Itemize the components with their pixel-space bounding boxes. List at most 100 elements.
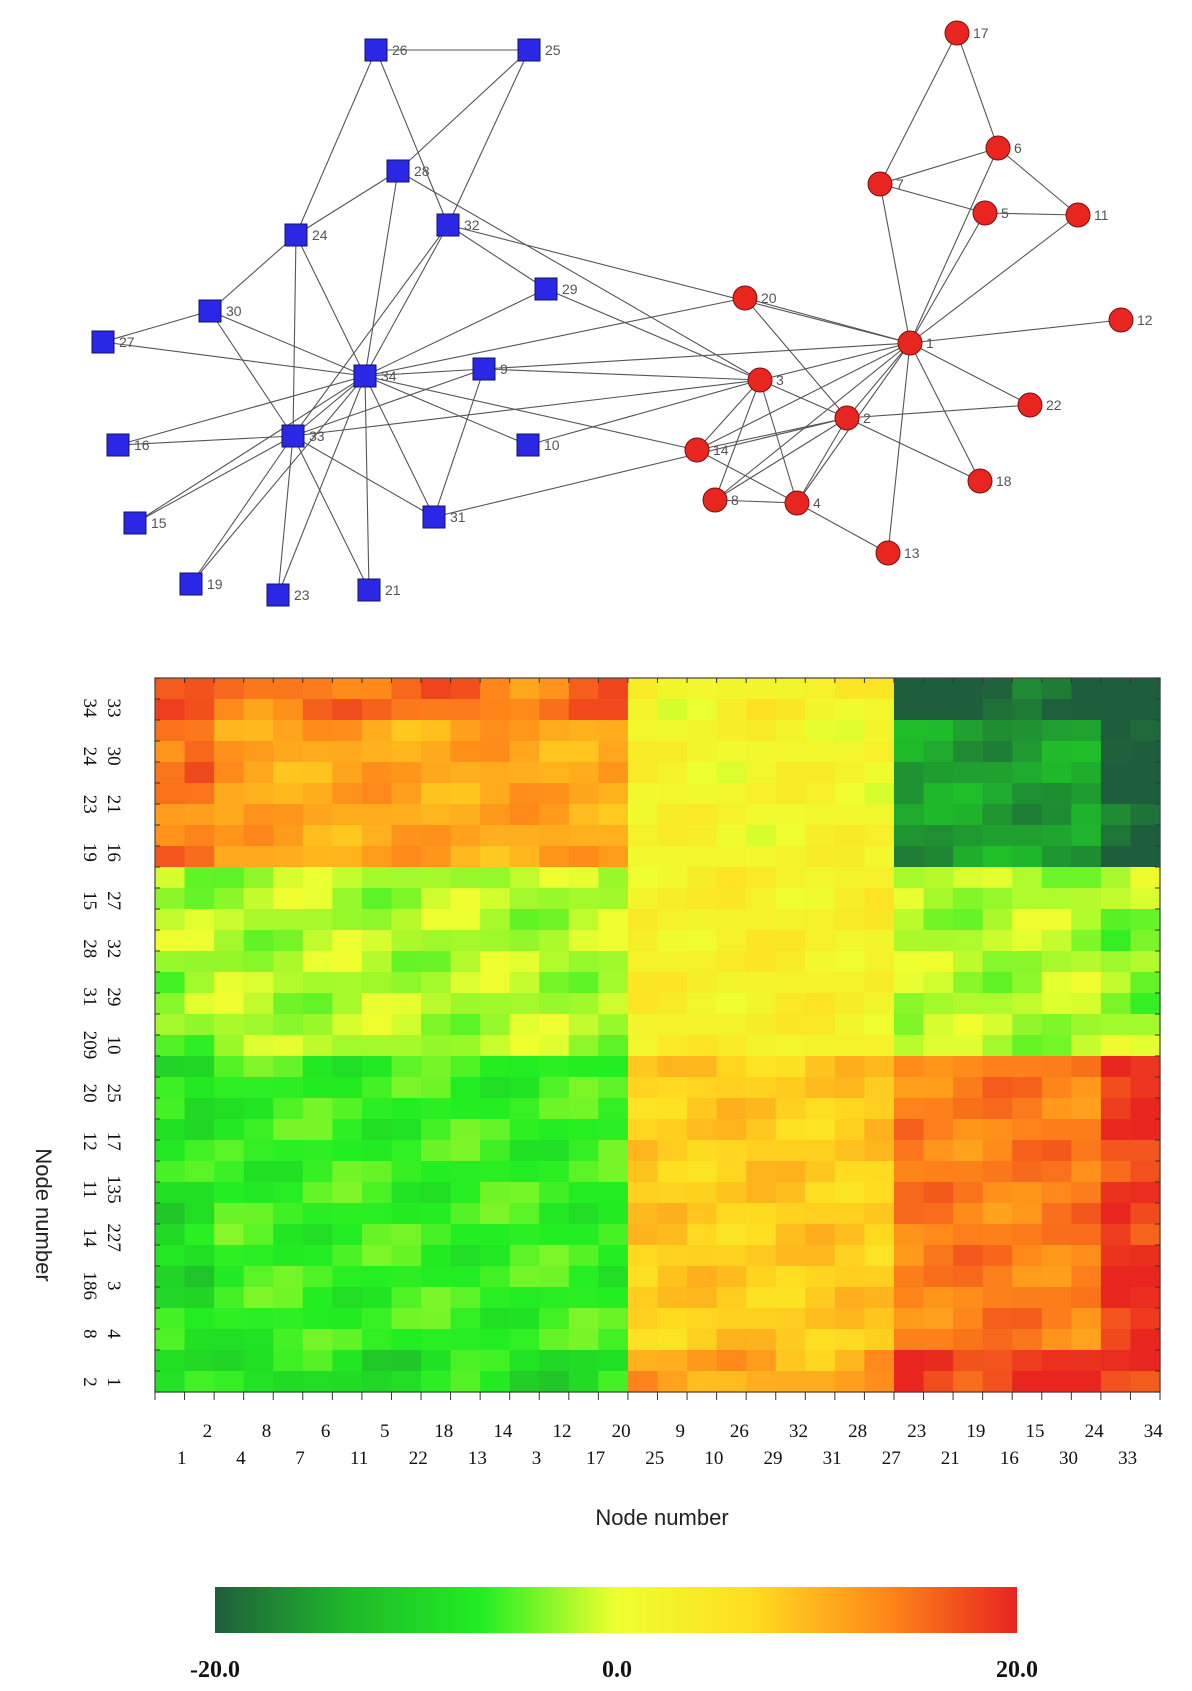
heatmap-cell [687,1350,718,1372]
heatmap-cell [509,678,540,700]
heatmap-cell [1071,1182,1102,1204]
heatmap-cell [687,1266,718,1288]
heatmap-cell [598,1245,629,1267]
heatmap-cell [923,699,954,721]
heatmap-cell [716,1224,747,1246]
heatmap-cell [953,1014,984,1036]
heatmap-cell [302,678,333,700]
network-edge [364,368,485,377]
heatmap-cell [421,972,452,994]
heatmap-cell [923,1098,954,1120]
heatmap-cell [687,1077,718,1099]
heatmap-cell [184,1161,215,1183]
heatmap-cell [391,1098,422,1120]
heatmap-cell [421,888,452,910]
heatmap-cell [1041,972,1072,994]
heatmap-cell [361,825,393,847]
heatmap-cell [539,888,570,910]
x-tick-label: 33 [1118,1448,1137,1469]
heatmap-cell [775,993,806,1015]
heatmap-cell [805,1056,836,1078]
network-edge [846,342,911,419]
heatmap-cell [421,1098,452,1120]
heatmap-cell [480,1056,511,1078]
heatmap-cell [184,1056,215,1078]
network-edge [433,417,848,518]
heatmap-cell [361,1014,393,1036]
heatmap-cell [361,1287,393,1309]
heatmap-cell [332,1245,363,1267]
heatmap-cell [923,1140,954,1162]
heatmap-cell [361,909,393,931]
heatmap-cell [509,1203,540,1225]
x-tick-label: 30 [1059,1448,1078,1469]
heatmap-cell [834,1224,866,1246]
blue-node-marker [284,223,308,247]
network-edge [909,147,999,344]
x-tick-label: 23 [907,1421,926,1442]
node-label: 4 [813,495,821,511]
heatmap-cell [657,1329,688,1351]
heatmap-cell [716,1035,747,1057]
heatmap-cell [953,1350,984,1372]
heatmap-cell [1100,741,1132,763]
heatmap-cell [184,1329,215,1351]
heatmap-cell [1012,1245,1043,1267]
heatmap-cell [273,678,304,700]
heatmap-cell [953,888,984,910]
heatmap-cell [184,1266,215,1288]
heatmap-cell [716,741,747,763]
heatmap-cell [627,993,659,1015]
network-edge [696,449,798,504]
network-node: 30 [198,299,242,323]
heatmap-cell [598,1098,629,1120]
node-label: 27 [119,334,135,350]
heatmap-cell [864,1287,895,1309]
heatmap-cell [509,762,540,784]
heatmap-cell [273,1140,304,1162]
heatmap-cell [332,741,363,763]
heatmap-cell [893,951,925,973]
heatmap-cell [332,783,363,805]
heatmap-cell [450,1329,481,1351]
heatmap-cell [214,720,245,742]
heatmap-cell [775,930,806,952]
heatmap-cell [923,1308,954,1330]
heatmap-cell [155,1287,186,1309]
network-node: 10 [516,433,560,457]
node-label: 24 [312,227,328,243]
heatmap-cell [953,804,984,826]
heatmap-cell [1071,1203,1102,1225]
heatmap-cell [568,1245,599,1267]
heatmap-cell [805,825,836,847]
heatmap-cell [480,825,511,847]
heatmap-cell [805,720,836,742]
network-node: 6 [985,135,1022,161]
heatmap-cell [864,762,895,784]
heatmap-cell [1100,678,1132,700]
heatmap-cell [775,1371,806,1393]
heatmap-cell [746,972,777,994]
heatmap-cell [509,1119,540,1141]
heatmap-cell [568,1035,599,1057]
node-label: 2 [863,410,871,426]
network-node: 11 [1065,202,1109,228]
heatmap-cell [834,699,866,721]
red-node-marker [867,171,893,197]
heatmap-cell [421,804,452,826]
heatmap-cell [184,678,215,700]
node-label: 17 [973,25,989,41]
heatmap-cell [450,846,481,868]
heatmap-cell [627,1350,659,1372]
heatmap-cell [273,1350,304,1372]
heatmap-cell [361,1056,393,1078]
heatmap-cell [450,762,481,784]
heatmap-cell [1130,951,1161,973]
heatmap-cell [893,1266,925,1288]
heatmap-cell [923,1350,954,1372]
heatmap-cell [450,1287,481,1309]
heatmap-cell [834,825,866,847]
heatmap-cell [864,1014,895,1036]
heatmap-cell [834,741,866,763]
heatmap-cell [361,1350,393,1372]
